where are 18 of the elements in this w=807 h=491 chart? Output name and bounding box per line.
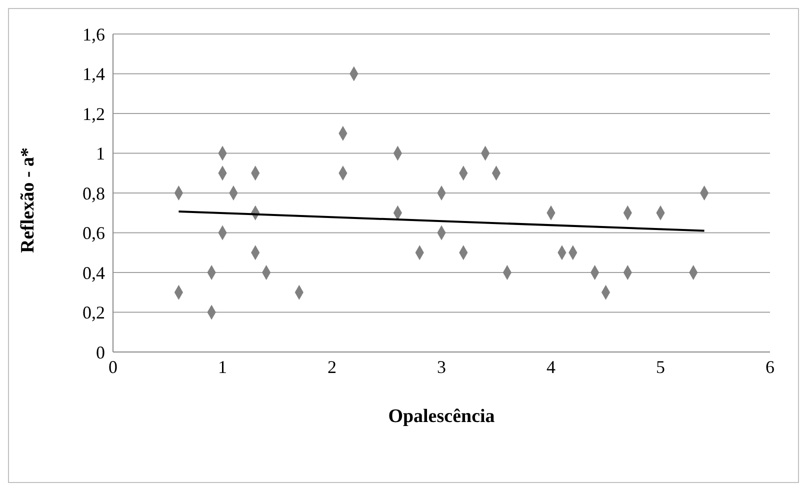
x-tick-label: 4 (546, 356, 556, 377)
y-axis-title: Reflexão - a* (18, 147, 39, 253)
x-tick-label: 2 (328, 356, 336, 377)
y-tick-label: 1,4 (82, 64, 105, 84)
y-tick-label: 0,4 (82, 262, 105, 283)
x-axis-title: Opalescência (388, 406, 496, 427)
y-tick-label: 0,6 (82, 223, 105, 244)
y-tick-label: 0 (96, 342, 105, 362)
y-tick-label: 1 (96, 144, 105, 164)
y-tick-label: 1,6 (82, 24, 105, 44)
x-tick-label: 6 (766, 356, 774, 377)
y-tick-label: 0,2 (82, 302, 105, 323)
y-tick-label: 0,8 (82, 183, 105, 204)
x-tick-label: 0 (108, 356, 118, 377)
x-tick-label: 1 (218, 356, 227, 377)
y-tick-label: 1,2 (82, 104, 105, 124)
x-tick-label: 5 (656, 356, 665, 377)
x-tick-label: 3 (437, 356, 446, 377)
